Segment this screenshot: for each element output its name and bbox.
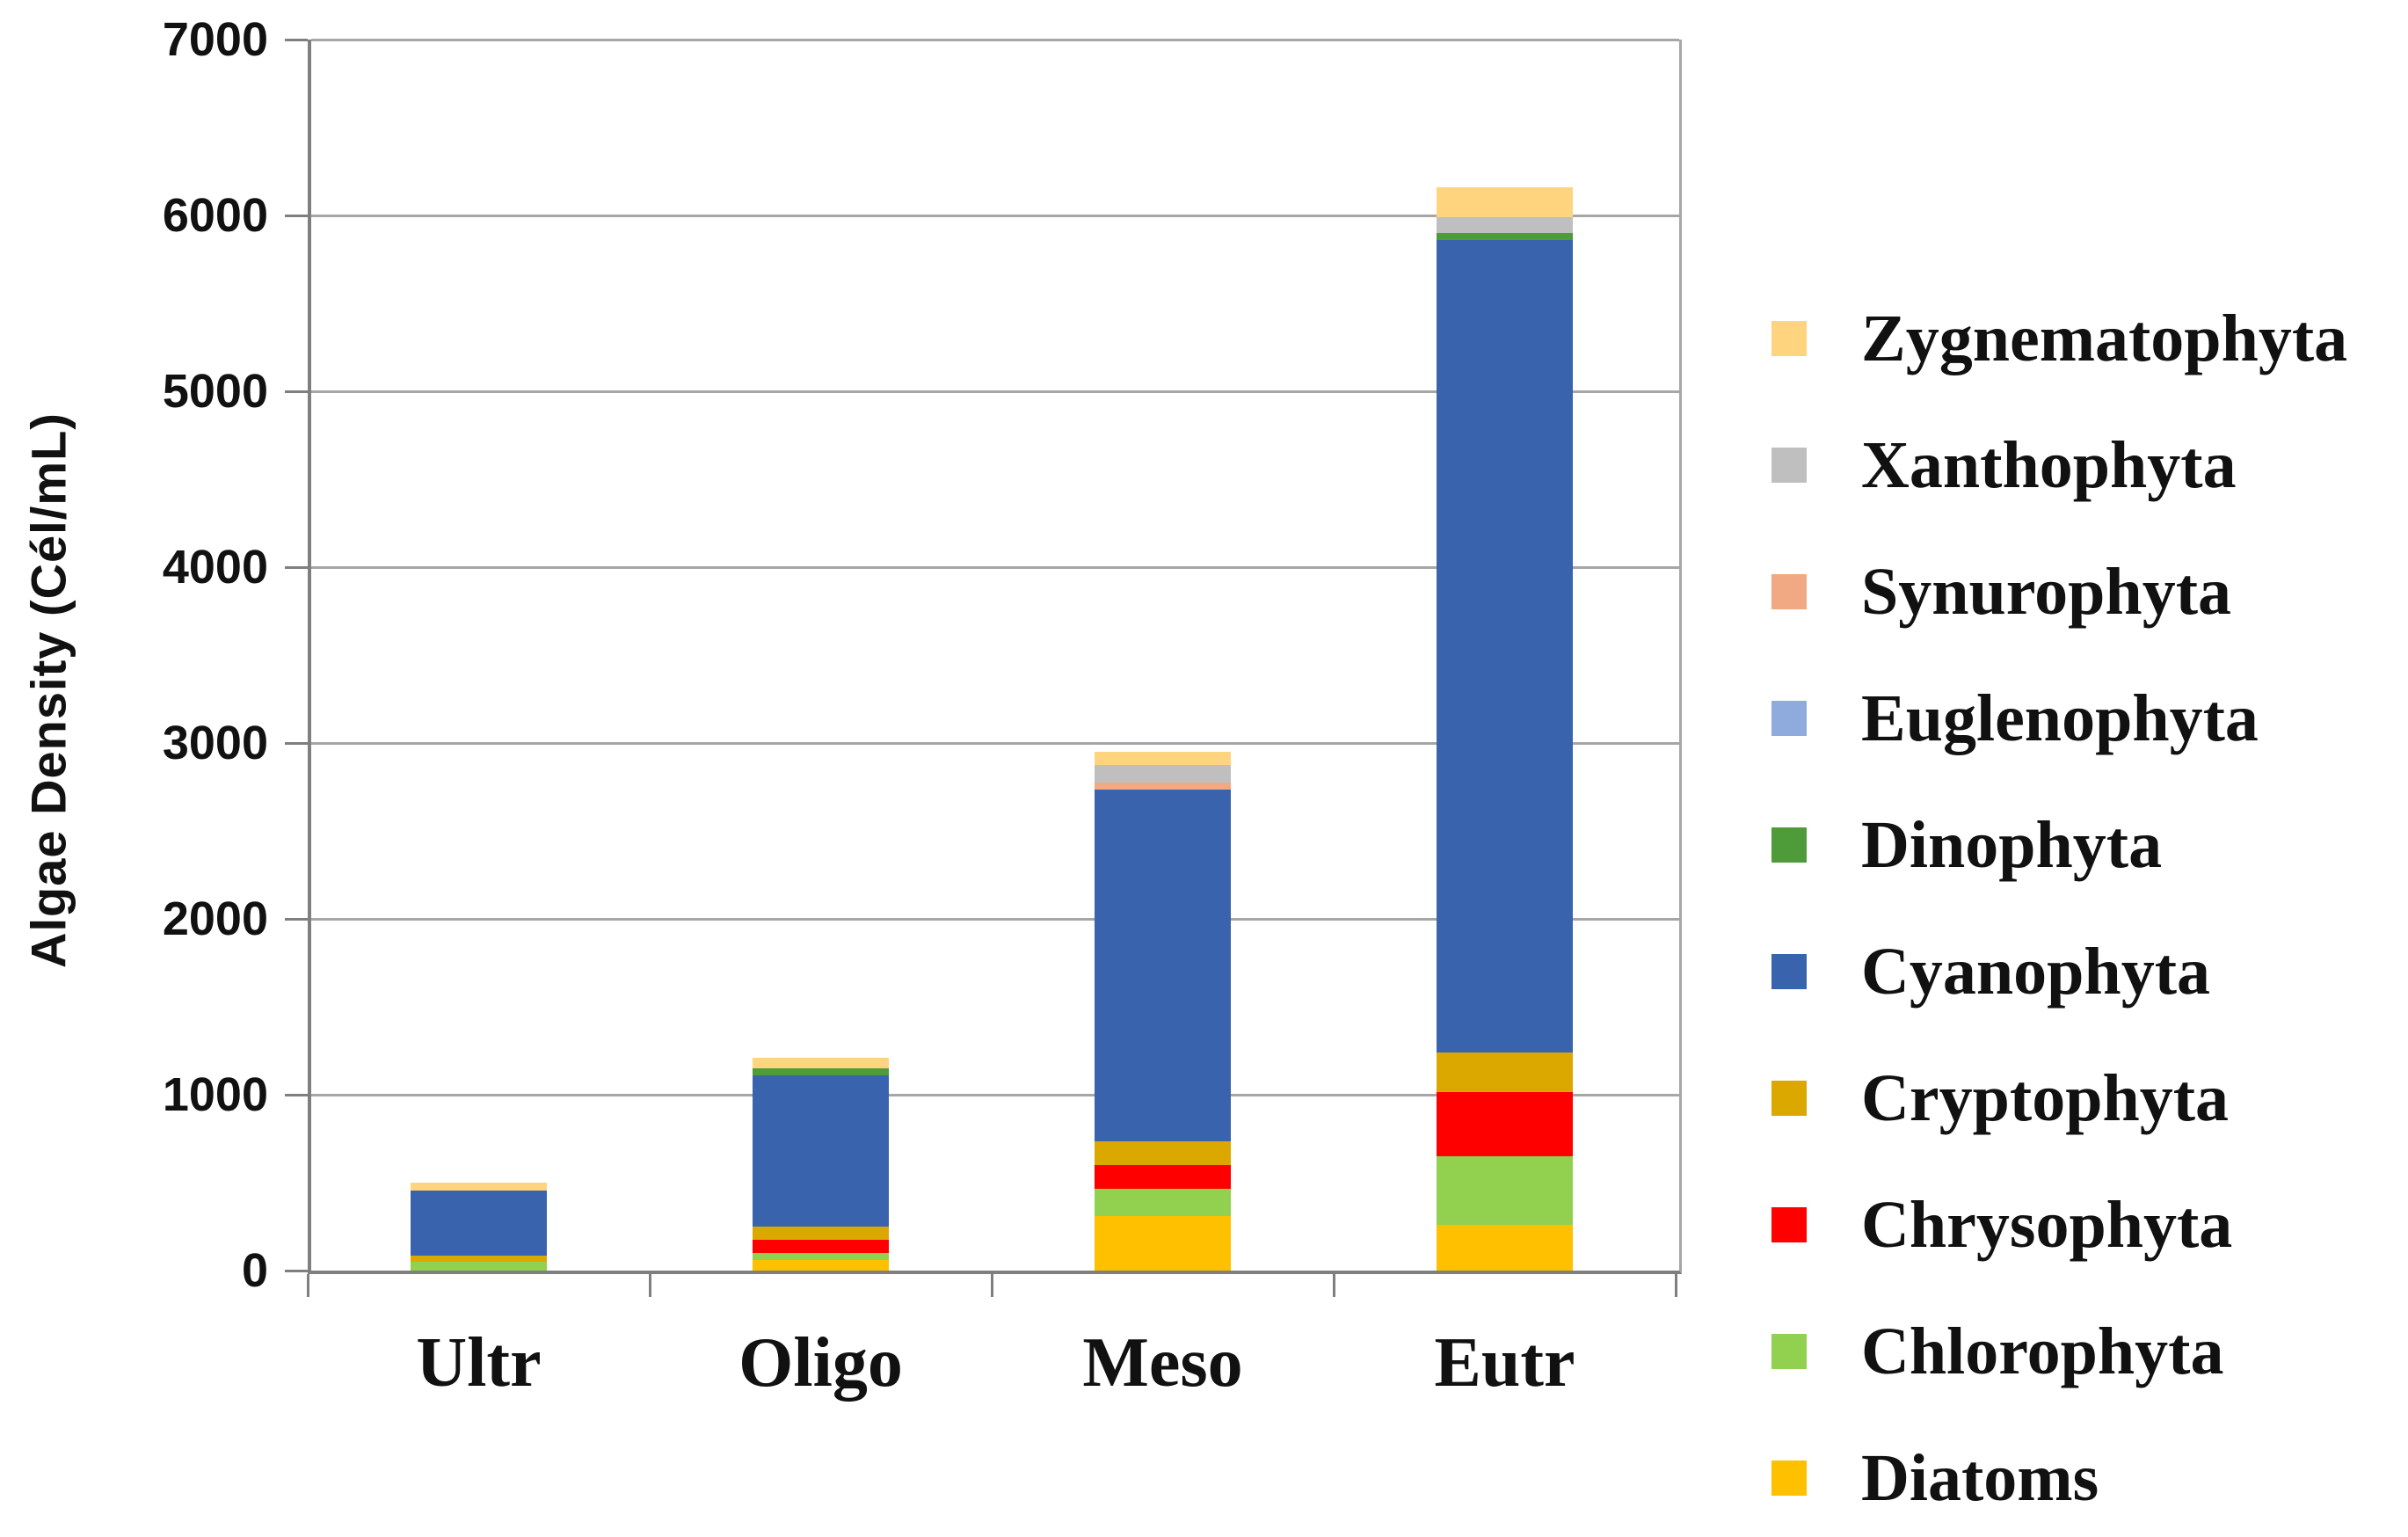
legend-swatch-euglenophyta <box>1771 701 1807 736</box>
x-axis-tick <box>306 1274 309 1297</box>
y-tick-label-3000: 3000 <box>162 717 268 769</box>
legend-label-xanthophyta: Xanthophyta <box>1861 427 2237 502</box>
y-tick-label-1000: 1000 <box>162 1068 268 1121</box>
x-category-label-eutr: Eutr <box>1434 1324 1575 1402</box>
x-axis-tick <box>648 1274 651 1297</box>
bar-segment-chlorophyta-ultr <box>411 1262 547 1271</box>
gridline-4000 <box>311 565 1679 569</box>
bar-segment-xanthophyta-eutr <box>1437 217 1573 233</box>
bar-segment-cyanophyta-oligo <box>753 1075 889 1227</box>
legend-item-diatoms: Diatoms <box>1771 1434 2099 1522</box>
bar-segment-cyanophyta-meso <box>1095 790 1231 1141</box>
y-tick-label-4000: 4000 <box>162 541 268 594</box>
bar-segment-diatoms-meso <box>1095 1216 1231 1271</box>
legend-item-euglenophyta: Euglenophyta <box>1771 674 2259 762</box>
plot-area <box>308 38 1682 1274</box>
x-axis-tick <box>1674 1274 1677 1297</box>
y-axis-title: Algae Density (Cél/mL) <box>20 412 76 968</box>
legend-swatch-synurophyta <box>1771 574 1807 609</box>
legend-label-chrysophyta: Chrysophyta <box>1861 1187 2233 1262</box>
x-axis-tick <box>990 1274 993 1297</box>
y-axis-tick <box>285 390 308 393</box>
legend-swatch-dinophyta <box>1771 827 1807 863</box>
bar-segment-chrysophyta-oligo <box>753 1240 889 1253</box>
bar-segment-cryptophyta-ultr <box>411 1256 547 1262</box>
bar-segment-dinophyta-oligo <box>753 1068 889 1075</box>
bar-segment-chlorophyta-meso <box>1095 1189 1231 1216</box>
legend-swatch-chlorophyta <box>1771 1334 1807 1369</box>
bar-segment-chlorophyta-oligo <box>753 1253 889 1260</box>
gridline-7000 <box>311 38 1679 41</box>
legend-item-synurophyta: Synurophyta <box>1771 548 2231 636</box>
bar-eutr <box>1437 187 1573 1271</box>
y-tick-label-5000: 5000 <box>162 365 268 418</box>
y-axis-tick <box>285 741 308 745</box>
gridline-1000 <box>311 1093 1679 1096</box>
legend-label-euglenophyta: Euglenophyta <box>1861 681 2259 755</box>
x-axis-tick <box>1332 1274 1335 1297</box>
y-axis-tick <box>285 565 308 569</box>
bar-segment-cyanophyta-ultr <box>411 1191 547 1256</box>
legend-label-cryptophyta: Cryptophyta <box>1861 1060 2230 1135</box>
y-tick-label-0: 0 <box>241 1244 268 1297</box>
bar-segment-zygnematophyta-ultr <box>411 1183 547 1191</box>
bar-segment-xanthophyta-meso <box>1095 765 1231 783</box>
legend-item-cyanophyta: Cyanophyta <box>1771 928 2210 1016</box>
y-axis-tick <box>285 214 308 217</box>
bar-segment-cyanophyta-eutr <box>1437 240 1573 1053</box>
gridline-5000 <box>311 390 1679 393</box>
legend-item-xanthophyta: Xanthophyta <box>1771 421 2237 509</box>
legend-swatch-zygnematophyta <box>1771 321 1807 356</box>
bar-meso <box>1095 752 1231 1271</box>
legend-item-cryptophyta: Cryptophyta <box>1771 1054 2229 1142</box>
bar-segment-cryptophyta-meso <box>1095 1141 1231 1165</box>
legend-swatch-diatoms <box>1771 1461 1807 1496</box>
legend-item-zygnematophyta: Zygnematophyta <box>1771 295 2347 382</box>
x-category-label-ultr: Ultr <box>416 1324 542 1402</box>
bar-ultr <box>411 1183 547 1271</box>
bar-segment-cryptophyta-eutr <box>1437 1053 1573 1092</box>
legend-item-dinophyta: Dinophyta <box>1771 801 2162 889</box>
legend-label-synurophyta: Synurophyta <box>1861 554 2232 629</box>
y-tick-label-7000: 7000 <box>162 13 268 66</box>
y-axis-tick <box>285 38 308 41</box>
bar-segment-zygnematophyta-eutr <box>1437 187 1573 217</box>
gridline-3000 <box>311 741 1679 745</box>
bar-segment-dinophyta-eutr <box>1437 233 1573 240</box>
bar-oligo <box>753 1058 889 1271</box>
y-tick-label-6000: 6000 <box>162 189 268 242</box>
bar-segment-diatoms-eutr <box>1437 1225 1573 1271</box>
legend-swatch-xanthophyta <box>1771 448 1807 483</box>
legend-label-dinophyta: Dinophyta <box>1861 807 2163 882</box>
bar-segment-synurophyta-meso <box>1095 783 1231 790</box>
legend-swatch-cyanophyta <box>1771 954 1807 989</box>
x-category-label-oligo: Oligo <box>738 1324 903 1402</box>
bar-segment-zygnematophyta-oligo <box>753 1058 889 1068</box>
bar-segment-diatoms-oligo <box>753 1260 889 1271</box>
legend-item-chrysophyta: Chrysophyta <box>1771 1181 2232 1269</box>
gridline-6000 <box>311 214 1679 217</box>
legend-label-cyanophyta: Cyanophyta <box>1861 934 2210 1009</box>
legend-label-zygnematophyta: Zygnematophyta <box>1861 301 2348 375</box>
bar-segment-chrysophyta-eutr <box>1437 1092 1573 1156</box>
y-axis-tick <box>285 1093 308 1096</box>
legend-swatch-chrysophyta <box>1771 1207 1807 1242</box>
bar-segment-cryptophyta-oligo <box>753 1227 889 1240</box>
bar-segment-chlorophyta-eutr <box>1437 1156 1573 1225</box>
x-category-label-meso: Meso <box>1082 1324 1243 1402</box>
bar-segment-zygnematophyta-meso <box>1095 752 1231 765</box>
y-axis-tick <box>285 917 308 921</box>
legend-swatch-cryptophyta <box>1771 1081 1807 1116</box>
legend-label-diatoms: Diatoms <box>1861 1440 2099 1515</box>
legend-label-chlorophyta: Chlorophyta <box>1861 1314 2224 1388</box>
legend-item-chlorophyta: Chlorophyta <box>1771 1308 2223 1395</box>
gridline-2000 <box>311 917 1679 921</box>
y-axis-tick <box>285 1269 308 1272</box>
y-tick-label-2000: 2000 <box>162 892 268 945</box>
bar-segment-chrysophyta-meso <box>1095 1165 1231 1189</box>
